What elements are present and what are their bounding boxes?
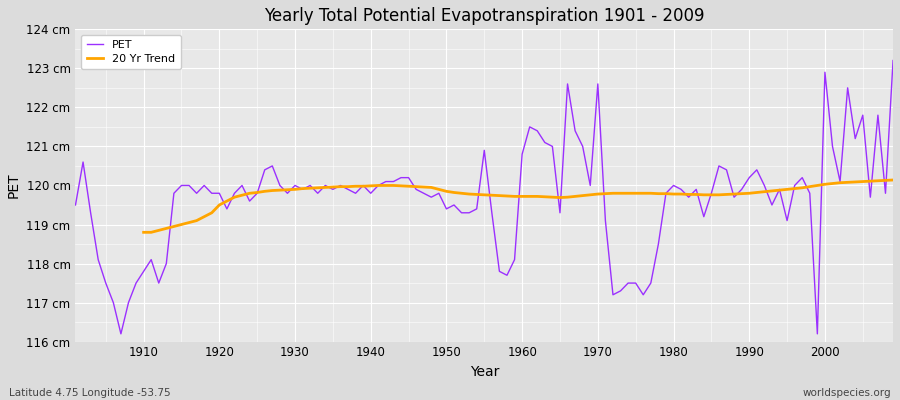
PET <box>139 269 149 274</box>
PET <box>350 191 361 196</box>
20 Yr Trend <box>139 230 149 235</box>
PET <box>70 202 81 207</box>
PET <box>305 183 316 188</box>
Y-axis label: PET: PET <box>7 173 21 198</box>
Text: worldspecies.org: worldspecies.org <box>803 388 891 398</box>
PET <box>115 332 126 336</box>
20 Yr Trend <box>827 181 838 186</box>
Legend: PET, 20 Yr Trend: PET, 20 Yr Trend <box>81 35 181 70</box>
PET <box>615 288 626 293</box>
X-axis label: Year: Year <box>470 365 499 379</box>
20 Yr Trend <box>585 192 596 197</box>
20 Yr Trend <box>282 187 292 192</box>
PET <box>525 124 535 129</box>
PET <box>517 152 527 157</box>
Line: PET: PET <box>76 60 893 334</box>
Title: Yearly Total Potential Evapotranspiration 1901 - 2009: Yearly Total Potential Evapotranspiratio… <box>264 7 705 25</box>
20 Yr Trend <box>887 178 898 182</box>
Line: 20 Yr Trend: 20 Yr Trend <box>144 180 893 232</box>
20 Yr Trend <box>525 194 535 199</box>
Text: Latitude 4.75 Longitude -53.75: Latitude 4.75 Longitude -53.75 <box>9 388 171 398</box>
20 Yr Trend <box>850 180 860 184</box>
PET <box>887 58 898 63</box>
20 Yr Trend <box>312 186 323 190</box>
